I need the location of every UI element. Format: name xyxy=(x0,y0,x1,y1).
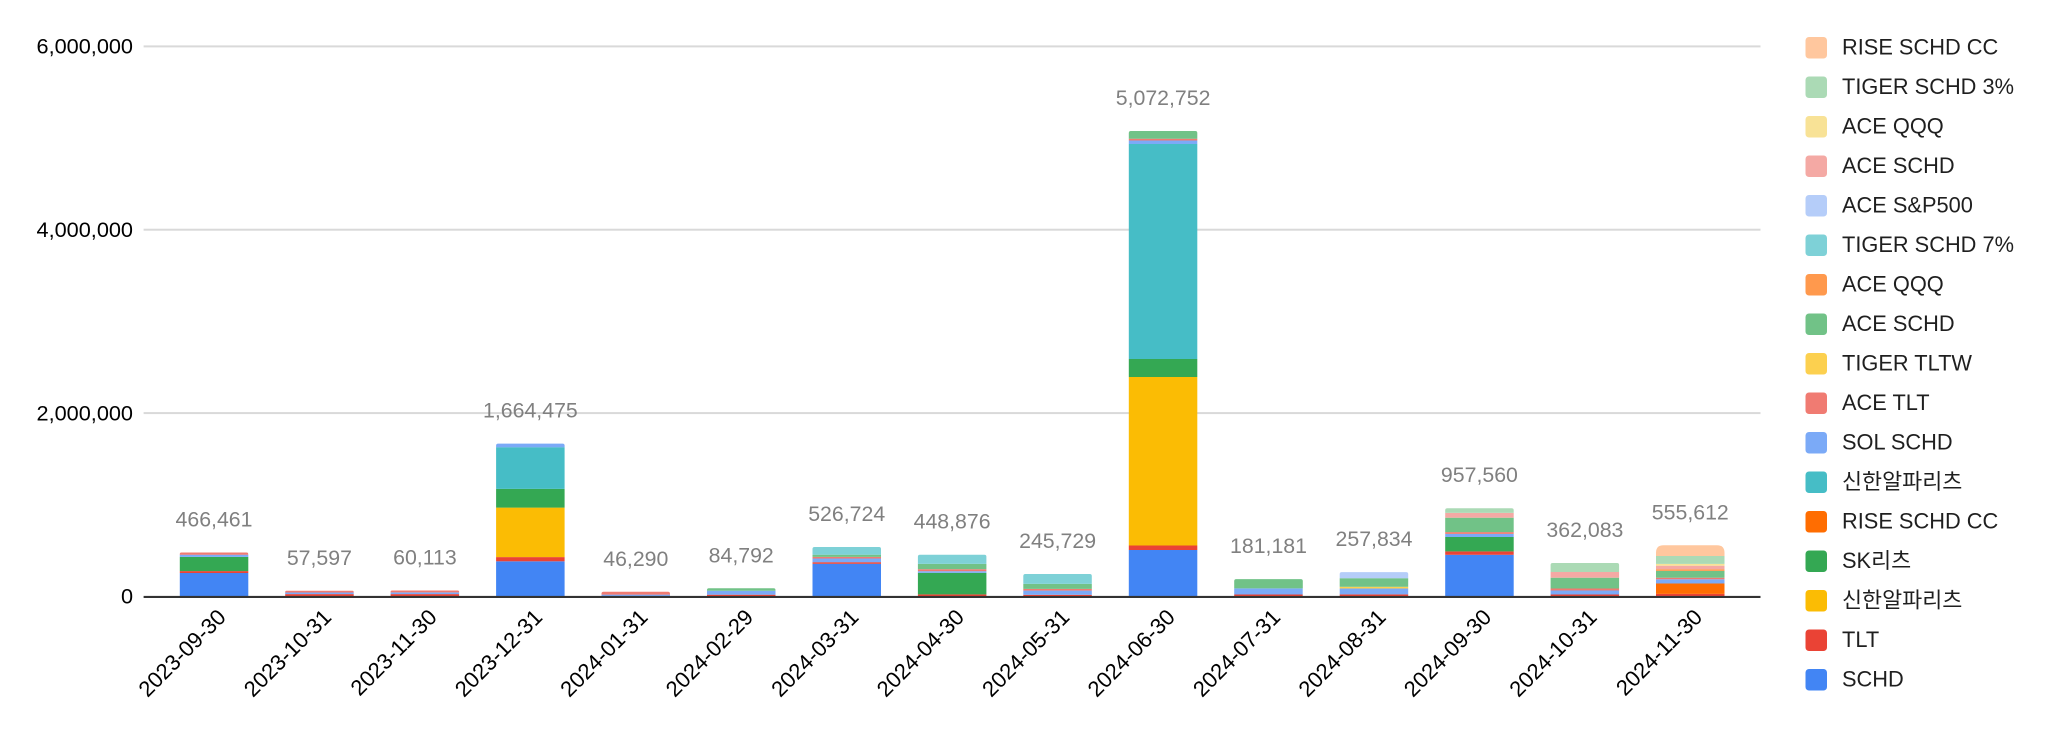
svg-text:57,597: 57,597 xyxy=(287,546,352,570)
svg-text:1,664,475: 1,664,475 xyxy=(483,399,578,423)
svg-text:RISE SCHD CC: RISE SCHD CC xyxy=(1842,35,1998,60)
svg-text:84,792: 84,792 xyxy=(709,543,774,567)
svg-text:526,724: 526,724 xyxy=(808,502,885,526)
svg-text:ACE TLT: ACE TLT xyxy=(1842,390,1930,415)
svg-text:466,461: 466,461 xyxy=(176,508,253,532)
svg-text:46,290: 46,290 xyxy=(603,547,668,571)
svg-text:6,000,000: 6,000,000 xyxy=(37,34,133,59)
svg-text:SK리츠: SK리츠 xyxy=(1842,548,1911,573)
svg-text:0: 0 xyxy=(121,584,133,609)
svg-text:2,000,000: 2,000,000 xyxy=(37,400,133,425)
svg-text:ACE QQQ: ACE QQQ xyxy=(1842,272,1944,297)
svg-text:TIGER TLTW: TIGER TLTW xyxy=(1842,351,1972,376)
svg-text:245,729: 245,729 xyxy=(1019,529,1096,553)
svg-text:SOL SCHD: SOL SCHD xyxy=(1842,430,1953,455)
svg-text:TIGER SCHD 7%: TIGER SCHD 7% xyxy=(1842,232,2014,257)
svg-text:ACE QQQ: ACE QQQ xyxy=(1842,114,1944,139)
svg-text:555,612: 555,612 xyxy=(1652,500,1729,524)
svg-text:SCHD: SCHD xyxy=(1842,667,1904,692)
svg-text:ACE SCHD: ACE SCHD xyxy=(1842,311,1955,336)
svg-text:448,876: 448,876 xyxy=(914,510,991,534)
svg-text:957,560: 957,560 xyxy=(1441,463,1518,487)
svg-text:257,834: 257,834 xyxy=(1336,527,1413,551)
svg-text:181,181: 181,181 xyxy=(1230,534,1307,558)
svg-text:RISE SCHD CC: RISE SCHD CC xyxy=(1842,509,1998,534)
svg-text:4,000,000: 4,000,000 xyxy=(37,217,133,242)
svg-text:5,072,752: 5,072,752 xyxy=(1116,86,1211,110)
svg-text:ACE S&P500: ACE S&P500 xyxy=(1842,193,1973,218)
svg-text:362,083: 362,083 xyxy=(1546,518,1623,542)
svg-text:60,113: 60,113 xyxy=(393,546,457,570)
svg-text:신한알파리츠: 신한알파리츠 xyxy=(1842,469,1962,494)
svg-text:TIGER SCHD 3%: TIGER SCHD 3% xyxy=(1842,74,2014,99)
svg-text:TLT: TLT xyxy=(1842,627,1879,652)
svg-text:ACE SCHD: ACE SCHD xyxy=(1842,153,1955,178)
svg-text:신한알파리츠: 신한알파리츠 xyxy=(1842,588,1962,613)
